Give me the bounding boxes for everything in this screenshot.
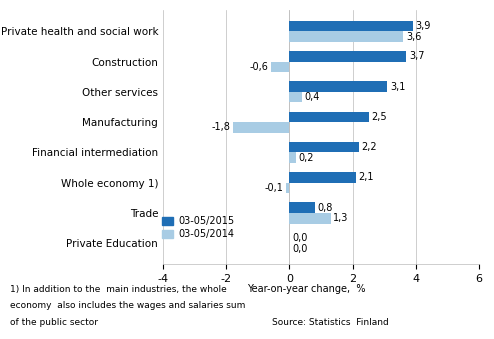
Text: 1) In addition to the  main industries, the whole: 1) In addition to the main industries, t…	[10, 284, 227, 294]
Text: Source: Statistics  Finland: Source: Statistics Finland	[272, 318, 388, 327]
Text: 1,3: 1,3	[333, 213, 348, 223]
Bar	[289, 92, 302, 102]
Bar	[289, 202, 315, 213]
Text: economy  also includes the wages and salaries sum: economy also includes the wages and sala…	[10, 301, 245, 311]
Text: 2,2: 2,2	[362, 142, 377, 152]
Bar	[289, 172, 356, 183]
Text: 0,4: 0,4	[305, 92, 320, 102]
Text: 0,0: 0,0	[292, 233, 307, 243]
Bar	[289, 153, 296, 163]
Bar	[271, 62, 289, 72]
Text: 3,6: 3,6	[406, 32, 421, 42]
Text: of the public sector: of the public sector	[10, 318, 98, 327]
Bar	[289, 32, 403, 42]
Text: 2,5: 2,5	[371, 112, 387, 122]
Bar	[289, 21, 413, 32]
Bar	[289, 112, 369, 122]
Text: 3,9: 3,9	[415, 21, 431, 31]
Text: 3,7: 3,7	[409, 51, 424, 61]
Text: 0,8: 0,8	[317, 203, 332, 213]
Text: 3,1: 3,1	[390, 82, 406, 92]
Bar	[233, 122, 289, 133]
Bar	[287, 183, 289, 193]
Text: -0,1: -0,1	[265, 183, 284, 193]
Bar	[289, 51, 407, 62]
Legend: 03-05/2015, 03-05/2014: 03-05/2015, 03-05/2014	[162, 216, 234, 239]
Bar	[289, 213, 330, 223]
Bar	[289, 81, 387, 92]
Text: 2,1: 2,1	[359, 173, 374, 182]
Text: -0,6: -0,6	[249, 62, 268, 72]
Text: 0,2: 0,2	[298, 153, 314, 163]
Text: -1,8: -1,8	[211, 122, 230, 133]
Bar	[289, 142, 359, 153]
Text: Year-on-year change,  %: Year-on-year change, %	[247, 283, 366, 294]
Text: 0,0: 0,0	[292, 243, 307, 254]
